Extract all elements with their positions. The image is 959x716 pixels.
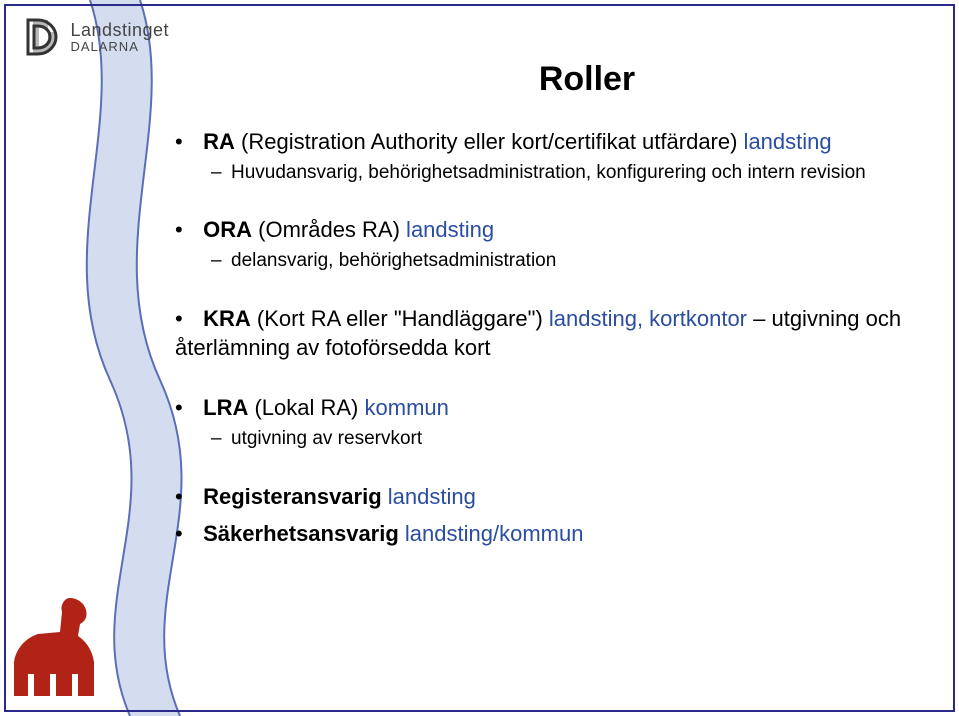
sub-item: Huvudansvarig, behörighetsadministration… — [211, 161, 909, 186]
bullet-item: KRA (Kort RA eller "Handläggare") landst… — [175, 304, 909, 363]
bullet-bold: Säkerhetsansvarig — [203, 521, 399, 546]
logo-mark — [18, 16, 60, 58]
bullet-rest: (Registration Authority eller kort/certi… — [235, 129, 738, 154]
logo-line2: DALARNA — [70, 39, 169, 54]
logo: Landstinget DALARNA — [18, 16, 169, 58]
bullet-blue: landsting/kommun — [399, 521, 584, 546]
bullet-item: Säkerhetsansvarig landsting/kommun — [175, 519, 909, 549]
bullet-item: RA (Registration Authority eller kort/ce… — [175, 127, 909, 185]
logo-text: Landstinget DALARNA — [70, 20, 169, 54]
sub-item: delansvarig, behörighetsadministration — [211, 249, 909, 274]
bullet-rest: (Kort RA eller "Handläggare") — [251, 306, 543, 331]
slide-content: Roller RA (Registration Authority eller … — [175, 60, 909, 579]
dala-horse-icon — [14, 592, 104, 702]
bullet-bold: Registeransvarig — [203, 484, 382, 509]
bullet-blue: kommun — [358, 395, 448, 420]
bullet-blue: landsting, kortkontor — [543, 306, 747, 331]
bullet-list: RA (Registration Authority eller kort/ce… — [175, 127, 909, 549]
bullet-bold: KRA — [203, 306, 251, 331]
logo-line1: Landstinget — [70, 20, 169, 41]
bullet-item: LRA (Lokal RA) kommun utgivning av reser… — [175, 393, 909, 451]
bullet-blue: landsting — [737, 129, 831, 154]
bullet-rest: (Områdes RA) — [252, 217, 400, 242]
bullet-rest: (Lokal RA) — [248, 395, 358, 420]
slide-title: Roller — [265, 60, 909, 99]
bullet-blue: landsting — [400, 217, 494, 242]
bullet-bold: ORA — [203, 217, 252, 242]
bullet-bold: RA — [203, 129, 235, 154]
bullet-blue: landsting — [382, 484, 476, 509]
bullet-bold: LRA — [203, 395, 248, 420]
bullet-item: Registeransvarig landsting — [175, 482, 909, 512]
sub-item: utgivning av reservkort — [211, 427, 909, 452]
bullet-item: ORA (Områdes RA) landsting delansvarig, … — [175, 215, 909, 273]
